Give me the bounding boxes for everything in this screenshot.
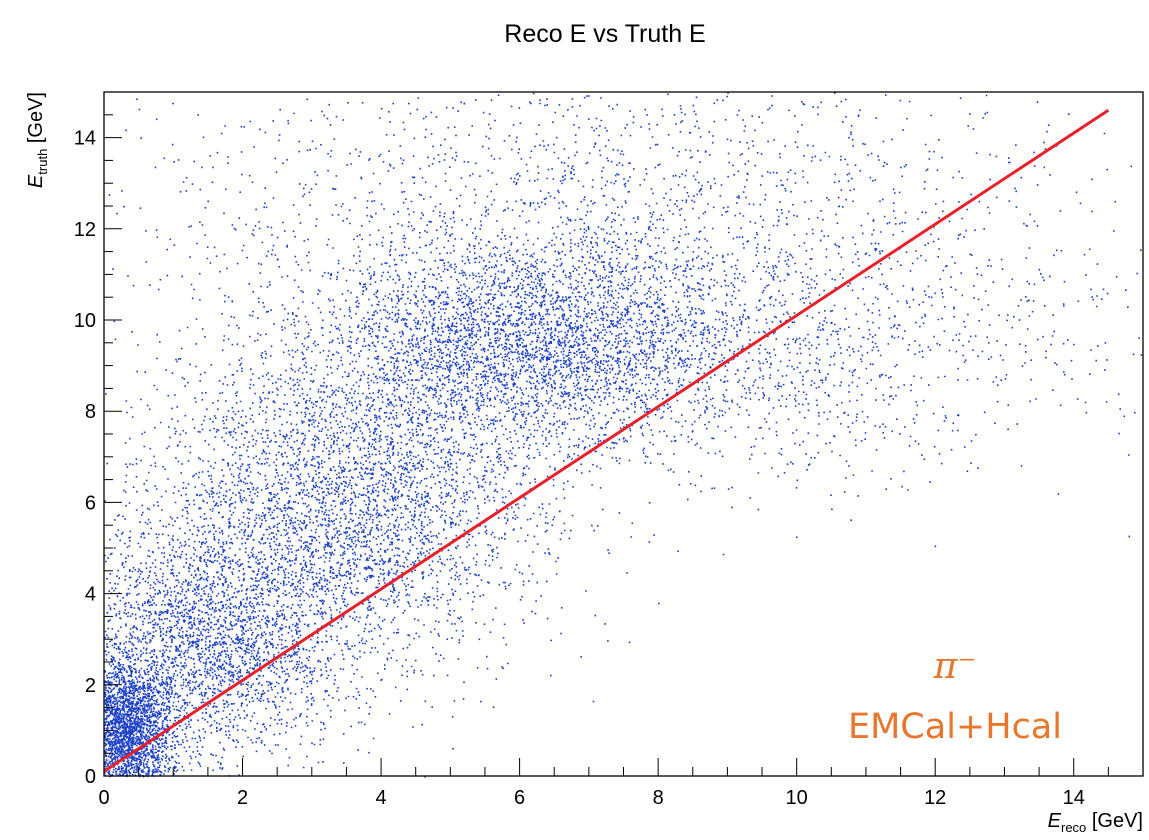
x-axis-symbol: E — [1048, 810, 1062, 832]
x-tick-label: 12 — [924, 787, 946, 809]
particle-symbol-annotation: π⁻ — [933, 646, 977, 687]
y-axis-tick-labels: 0 2 4 6 8 10 12 14 — [74, 128, 96, 788]
reference-line — [103, 108, 1110, 773]
x-tick-label: 10 — [786, 787, 808, 809]
y-axis-subscript: truth — [35, 149, 50, 175]
x-tick-label: 4 — [376, 787, 387, 809]
x-tick-label: 14 — [1063, 787, 1085, 809]
x-axis-tick-labels: 0 2 4 6 8 10 12 14 — [98, 787, 1084, 809]
data-points — [104, 92, 1143, 778]
y-axis-ticks — [104, 91, 122, 777]
x-axis-unit: [GeV] — [1092, 810, 1143, 832]
y-axis-symbol: E — [25, 174, 47, 188]
chart-title: Reco E vs Truth E — [504, 20, 705, 48]
x-axis-label: Ereco [GeV] — [1048, 810, 1143, 835]
y-axis-label: Etruth [GeV] — [25, 92, 50, 188]
y-tick-label: 6 — [85, 492, 96, 514]
x-tick-label: 6 — [514, 787, 525, 809]
detector-annotation: EMCal+Hcal — [848, 707, 1062, 747]
x-tick-label: 0 — [98, 787, 109, 809]
y-tick-label: 14 — [74, 128, 96, 150]
y-tick-label: 12 — [74, 219, 96, 241]
y-axis-unit: [GeV] — [25, 92, 47, 143]
y-tick-label: 2 — [85, 675, 96, 697]
x-tick-label: 2 — [237, 787, 248, 809]
y-tick-label: 8 — [85, 401, 96, 423]
x-axis-subscript: reco — [1061, 820, 1086, 835]
y-tick-label: 10 — [74, 310, 96, 332]
x-axis-ticks — [103, 758, 1144, 776]
y-tick-label: 0 — [85, 766, 96, 788]
plot-frame — [103, 91, 1144, 777]
scatter-points — [104, 92, 1143, 778]
y-tick-label: 4 — [85, 584, 96, 606]
x-tick-label: 8 — [653, 787, 664, 809]
